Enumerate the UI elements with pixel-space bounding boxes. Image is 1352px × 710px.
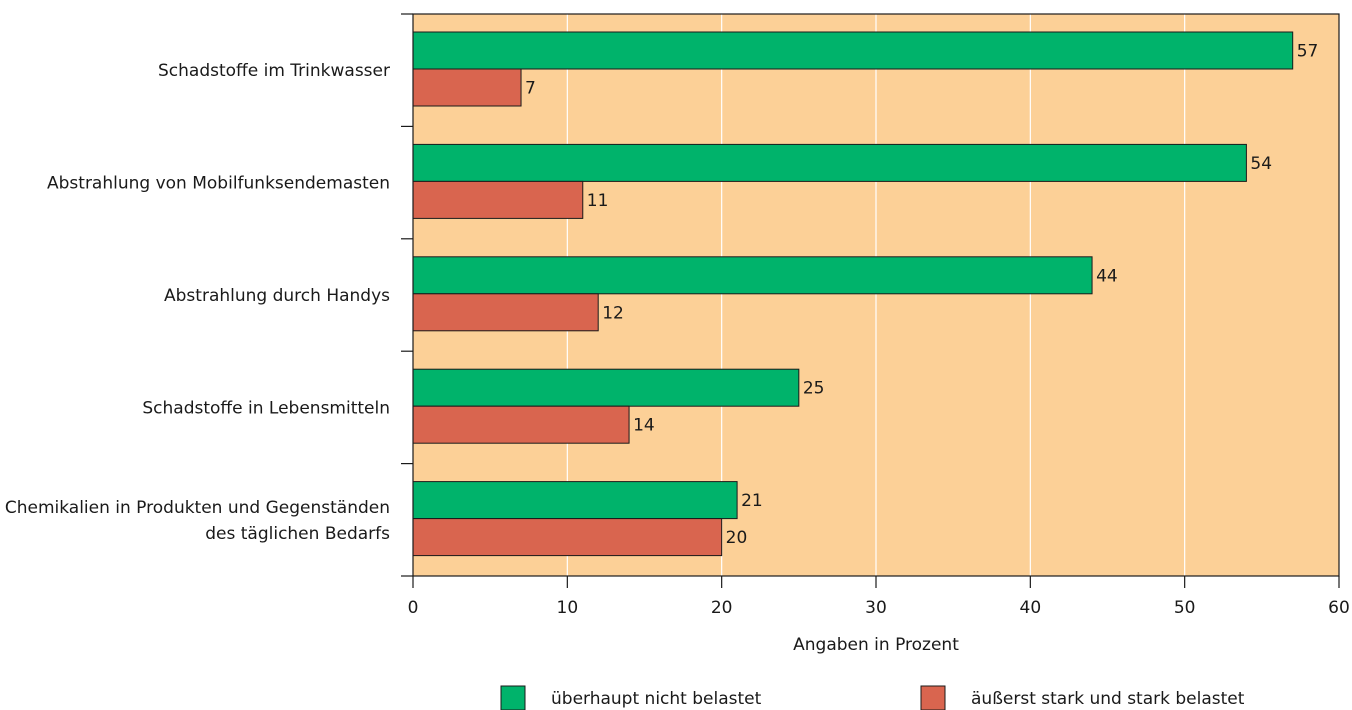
value-label-green-2: 54: [1250, 154, 1272, 174]
category-label-3: Abstrahlung durch Handys: [164, 286, 390, 306]
value-label-red-3: 12: [602, 303, 624, 323]
category-label-4: Schadstoffe in Lebensmitteln: [142, 398, 390, 418]
bar-red-4: [412, 405, 630, 444]
x-tick-label-20: 20: [711, 598, 733, 618]
x-axis-title: Angaben in Prozent: [793, 635, 959, 655]
category-label-2: Abstrahlung von Mobilfunksendemasten: [47, 174, 390, 194]
axes: [401, 13, 1340, 588]
legend-label-green: überhaupt nicht belastet: [551, 689, 762, 709]
bar-red-1: [412, 68, 522, 107]
category-label-5-line-2: des täglichen Bedarfs: [205, 524, 390, 544]
value-label-green-1: 57: [1297, 42, 1319, 62]
value-label-red-4: 14: [633, 416, 655, 436]
x-tick-label-50: 50: [1174, 598, 1196, 618]
value-label-green-4: 25: [803, 379, 825, 399]
bar-green-4: [412, 368, 800, 407]
x-tick-label-30: 30: [865, 598, 887, 618]
x-tick-label-40: 40: [1020, 598, 1042, 618]
bar-green-5: [412, 481, 738, 520]
legend: überhaupt nicht belastet äußerst stark un…: [500, 685, 1245, 710]
x-tick-label-10: 10: [557, 598, 579, 618]
value-label-green-3: 44: [1096, 266, 1118, 286]
legend-swatch-green: [500, 685, 526, 710]
legend-label-red: äußerst stark und stark belastet: [971, 689, 1245, 709]
legend-swatch-red: [920, 685, 946, 710]
value-label-red-1: 7: [525, 79, 536, 99]
category-label-1: Schadstoffe im Trinkwasser: [158, 61, 390, 81]
value-label-red-5: 20: [726, 528, 748, 548]
category-label-5-line-1: Chemikalien in Produkten und Gegenstände…: [5, 498, 390, 518]
value-label-red-2: 11: [587, 191, 609, 211]
x-tick-label-60: 60: [1328, 598, 1350, 618]
value-label-green-5: 21: [741, 491, 763, 511]
bar-green-3: [412, 256, 1093, 295]
x-tick-label-0: 0: [408, 598, 419, 618]
bar-red-5: [412, 518, 723, 557]
labels: 57 7 Schadstoffe im Trinkwasser 54 11 Abstrah…: [5, 42, 1350, 656]
bar-green-1: [412, 31, 1294, 70]
bars: [412, 31, 1294, 557]
bar-red-3: [412, 293, 599, 332]
bar-green-2: [412, 143, 1247, 182]
bar-red-2: [412, 180, 584, 219]
